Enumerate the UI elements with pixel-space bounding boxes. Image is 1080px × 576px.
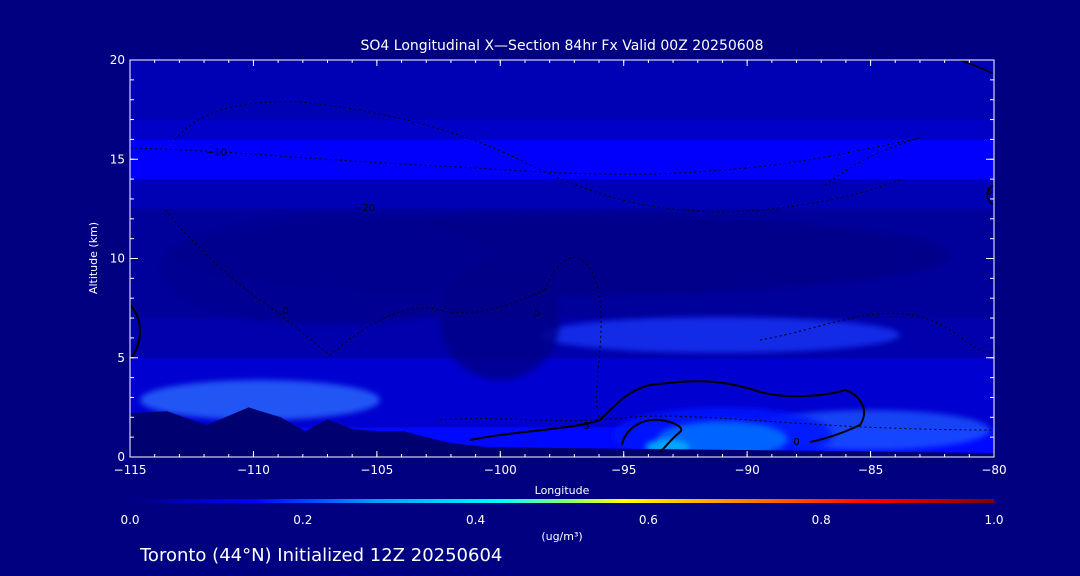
plot-area: −10 −20 0 5 5 0 5 (130, 60, 994, 463)
x-tick-label: −95 (611, 463, 636, 477)
colorbar-tick-label: 0.2 (293, 513, 312, 527)
contour-label-0: −10 (206, 147, 227, 158)
colorbar-tick-label: 1.0 (984, 513, 1003, 527)
so4-band-4 (130, 179, 994, 209)
colorbar (130, 499, 994, 503)
so4-band-7 (130, 60, 994, 120)
x-tick-label: −80 (981, 463, 1006, 477)
contour-label-6: 5 (986, 187, 992, 198)
colorbar-tick-label: 0.6 (639, 513, 658, 527)
x-tick-label: −110 (237, 463, 270, 477)
x-tick-label: −105 (360, 463, 393, 477)
contour-label-2: 0 (282, 306, 288, 317)
y-tick-label: 10 (110, 252, 125, 266)
y-tick-label: 0 (117, 450, 125, 464)
x-tick-label: −100 (484, 463, 517, 477)
column-dark-core (440, 260, 560, 380)
x-tick-label: −85 (858, 463, 883, 477)
x-axis-label: Longitude (535, 484, 590, 497)
contour-label-5: 0 (793, 437, 799, 448)
contour-label-4: 5 (583, 421, 589, 432)
chart-title: SO4 Longitudinal X—Section 84hr Fx Valid… (361, 38, 764, 54)
x-tick-label: −115 (114, 463, 147, 477)
colorbar-units: (ug/m³) (541, 530, 582, 543)
colorbar-tick-label: 0.0 (120, 513, 139, 527)
so4-band-6 (130, 120, 994, 140)
y-tick-label: 5 (117, 351, 125, 365)
y-axis-label: Altitude (km) (87, 222, 100, 294)
colorbar-ticks: 0.0 0.2 0.4 0.6 0.8 1.0 (120, 513, 1003, 527)
y-tick-label: 15 (110, 152, 125, 166)
station-label: Toronto (44°N) Initialized 12Z 20250604 (139, 545, 502, 566)
contour-label-1: −20 (354, 203, 375, 214)
colorbar-tick-label: 0.8 (812, 513, 831, 527)
y-tick-label: 20 (110, 53, 125, 67)
x-tick-label: −90 (734, 463, 759, 477)
colorbar-tick-label: 0.4 (466, 513, 485, 527)
so4-band-5 (130, 139, 994, 179)
mid-level-bright-patch (540, 317, 900, 353)
contour-label-3: 5 (534, 308, 540, 319)
